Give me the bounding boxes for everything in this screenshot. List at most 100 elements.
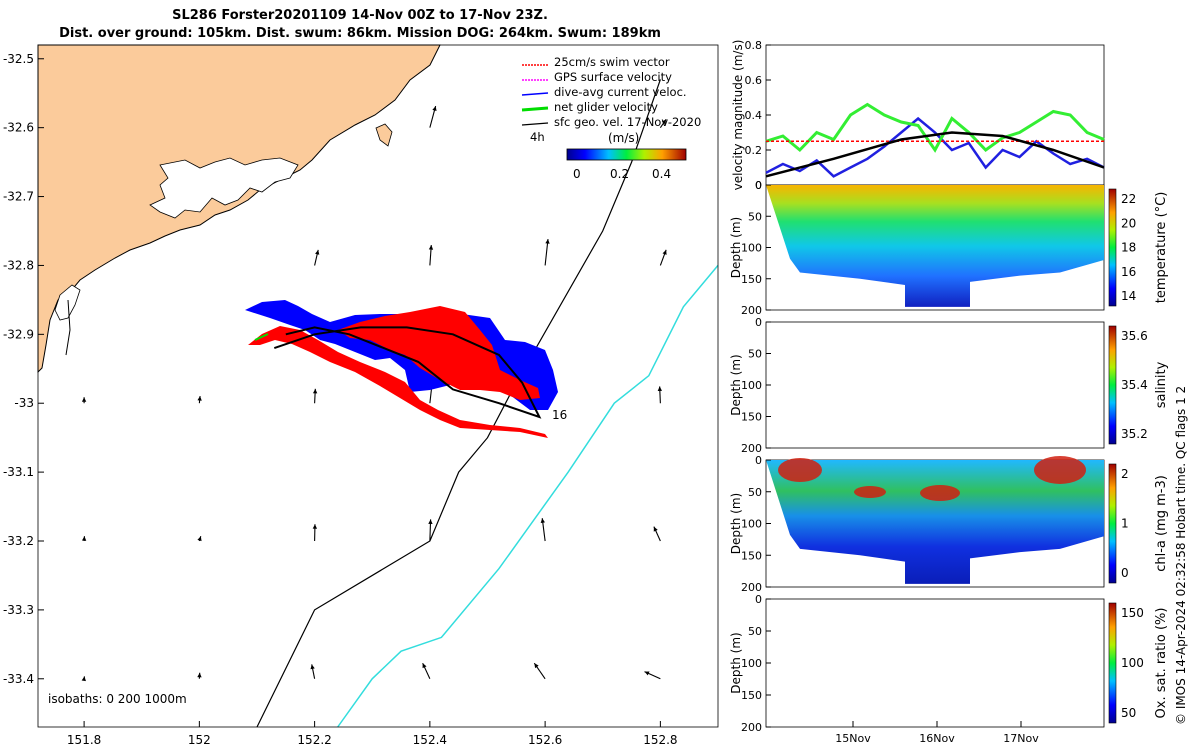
map-legend: 25cm/s swim vector GPS surface velocity … bbox=[521, 55, 701, 181]
salinity-depth-axis-label: Depth (m) bbox=[729, 354, 743, 415]
map-xtick-label-0: 151.8 bbox=[67, 733, 101, 747]
velocity-panel: 0 0.2 0.4 0.6 0.8 velocity magnitude (m/s) bbox=[731, 39, 1105, 192]
velocity-series bbox=[765, 102, 1105, 178]
legend-net-label: net glider velocity bbox=[554, 100, 658, 114]
salinity-depth-label-2: 100 bbox=[741, 379, 762, 392]
chlorophyll-depth-label-0: 0 bbox=[755, 454, 762, 467]
geo-arrowhead-10 bbox=[540, 518, 545, 523]
salinity-depth-label-4: 200 bbox=[741, 442, 762, 455]
geo-arrowhead-7 bbox=[197, 536, 202, 542]
geo-arrowhead-6 bbox=[81, 536, 87, 541]
temperature-colorbar-tick-1: 20 bbox=[1121, 216, 1136, 230]
vel-ytick-label-1: 0.2 bbox=[745, 144, 763, 157]
chl-maximum-0 bbox=[778, 458, 822, 482]
chlorophyll-colorbar-tick-2: 0 bbox=[1121, 566, 1129, 580]
legend-net-line bbox=[521, 106, 549, 112]
oxygen-colorbar-tick-2: 50 bbox=[1121, 706, 1136, 720]
salinity-depth-label-1: 50 bbox=[748, 348, 762, 361]
chlorophyll-colorbar bbox=[1108, 463, 1117, 584]
oxygen-colorbar bbox=[1108, 602, 1117, 724]
temperature-depth-label-3: 150 bbox=[741, 273, 762, 286]
geo-arrowhead-16 bbox=[534, 663, 539, 669]
oxygen-depth-label-3: 150 bbox=[741, 689, 762, 702]
swim-vector-band bbox=[248, 306, 548, 438]
time-tick-label-0: 15Nov bbox=[835, 732, 871, 745]
temperature-section-fill bbox=[766, 185, 1104, 307]
legend-gps-label: GPS surface velocity bbox=[554, 70, 672, 84]
map-xtick-label-5: 152.8 bbox=[643, 733, 677, 747]
chlorophyll-section-fill bbox=[766, 460, 1104, 584]
net-glider-track bbox=[273, 326, 542, 419]
temperature-depth-label-2: 100 bbox=[741, 242, 762, 255]
temperature-depth-axis-label: Depth (m) bbox=[729, 217, 743, 278]
map-ytick-label-2: -32.7 bbox=[3, 190, 34, 204]
temperature-colorbar bbox=[1108, 188, 1117, 307]
chlorophyll-colorbar-label: chl-a (mg m-3) bbox=[1154, 475, 1169, 572]
temperature-colorbar-tick-4: 14 bbox=[1121, 289, 1136, 303]
geo-arrowhead-0 bbox=[81, 397, 87, 402]
legend-current-line bbox=[521, 92, 549, 96]
geo-arrowhead-17 bbox=[644, 671, 650, 676]
chlorophyll-panel: 0 50 100 150 200 Depth (m) 2 1 0 chl-a (mg m-3) bbox=[729, 454, 1169, 594]
map-panel: 16 25cm/s swim vector GPS surface veloci… bbox=[3, 44, 719, 747]
geo-arrowhead-9 bbox=[428, 519, 433, 524]
geo-arrowhead-2 bbox=[312, 388, 318, 394]
temperature-depth-label-4: 200 bbox=[741, 304, 762, 317]
oxygen-depth-label-1: 50 bbox=[748, 625, 762, 638]
velocity-line-1 bbox=[765, 102, 1105, 153]
geo-arrowhead-15 bbox=[422, 663, 427, 669]
salinity-axes bbox=[765, 321, 1105, 449]
salinity-depth-label-3: 150 bbox=[741, 411, 762, 424]
chl-maximum-1 bbox=[1034, 456, 1086, 484]
salinity-colorbar-tick-0: 35.6 bbox=[1121, 329, 1148, 343]
map-xtick-label-3: 152.4 bbox=[413, 733, 447, 747]
geo-arrowhead-13 bbox=[197, 672, 202, 678]
temperature-depth-label-1: 50 bbox=[748, 210, 762, 223]
oxygen-colorbar-label: Ox. sat. ratio (%) bbox=[1154, 608, 1169, 719]
colorbar-tick-2: 0.4 bbox=[652, 167, 671, 181]
end-label: 16 bbox=[552, 408, 567, 422]
oxygen-depth-label-2: 100 bbox=[741, 657, 762, 670]
time-tick-label-1: 16Nov bbox=[919, 732, 955, 745]
map-ytick-label-7: -33.2 bbox=[3, 534, 34, 548]
map-ytick-label-1: -32.6 bbox=[3, 121, 34, 135]
map-ytick-label-0: -32.5 bbox=[3, 52, 34, 66]
legend-geo-line bbox=[521, 122, 549, 126]
oxygen-depth-label-4: 200 bbox=[741, 721, 762, 734]
velocity-ylabel: velocity magnitude (m/s) bbox=[731, 40, 745, 191]
net-velocity-start bbox=[254, 333, 269, 341]
oxygen-axes bbox=[765, 598, 1105, 728]
isobath-note: isobaths: 0 200 1000m bbox=[48, 692, 187, 706]
river bbox=[65, 299, 71, 356]
colorbar-title: (m/s) bbox=[608, 131, 639, 145]
isobath-200m bbox=[256, 79, 661, 728]
chlorophyll-depth-label-3: 150 bbox=[741, 549, 762, 562]
geo-arrowhead-18 bbox=[315, 249, 320, 255]
map-ytick-label-6: -33.1 bbox=[3, 465, 34, 479]
salinity-depth-label-0: 0 bbox=[755, 316, 762, 329]
temperature-colorbar-tick-0: 22 bbox=[1121, 192, 1136, 206]
figure-subtitle: Dist. over ground: 105km. Dist. swum: 86… bbox=[59, 26, 661, 41]
chlorophyll-colorbar-tick-0: 2 bbox=[1121, 467, 1129, 481]
geo-arrowhead-11 bbox=[653, 526, 658, 532]
geo-arrowhead-1 bbox=[197, 396, 202, 401]
vel-ytick-label-3: 0.6 bbox=[745, 74, 763, 87]
map-ytick-label-9: -33.4 bbox=[3, 672, 34, 686]
vel-ytick-label-0: 0 bbox=[755, 179, 762, 192]
legend-current-label: dive-avg current veloc. bbox=[554, 85, 687, 99]
oxygen-depth-axis-label: Depth (m) bbox=[729, 632, 743, 693]
geo-arrowhead-5 bbox=[657, 386, 663, 392]
temperature-colorbar-tick-3: 16 bbox=[1121, 265, 1136, 279]
map-xtick-label-1: 152 bbox=[188, 733, 211, 747]
geo-arrowhead-14 bbox=[310, 664, 315, 670]
chlorophyll-depth-axis-label: Depth (m) bbox=[729, 493, 743, 554]
temperature-panel: 0 50 100 150 200 Depth (m) 22 20 18 16 14 temperatu… bbox=[729, 179, 1169, 317]
geo-arrowhead-8 bbox=[312, 524, 318, 529]
geo-arrowhead-19 bbox=[428, 245, 434, 250]
time-tick-label-2: 17Nov bbox=[1003, 732, 1039, 745]
oxygen-colorbar-tick-1: 100 bbox=[1121, 656, 1144, 670]
map-xtick-label-2: 152.2 bbox=[297, 733, 331, 747]
island bbox=[375, 123, 393, 147]
